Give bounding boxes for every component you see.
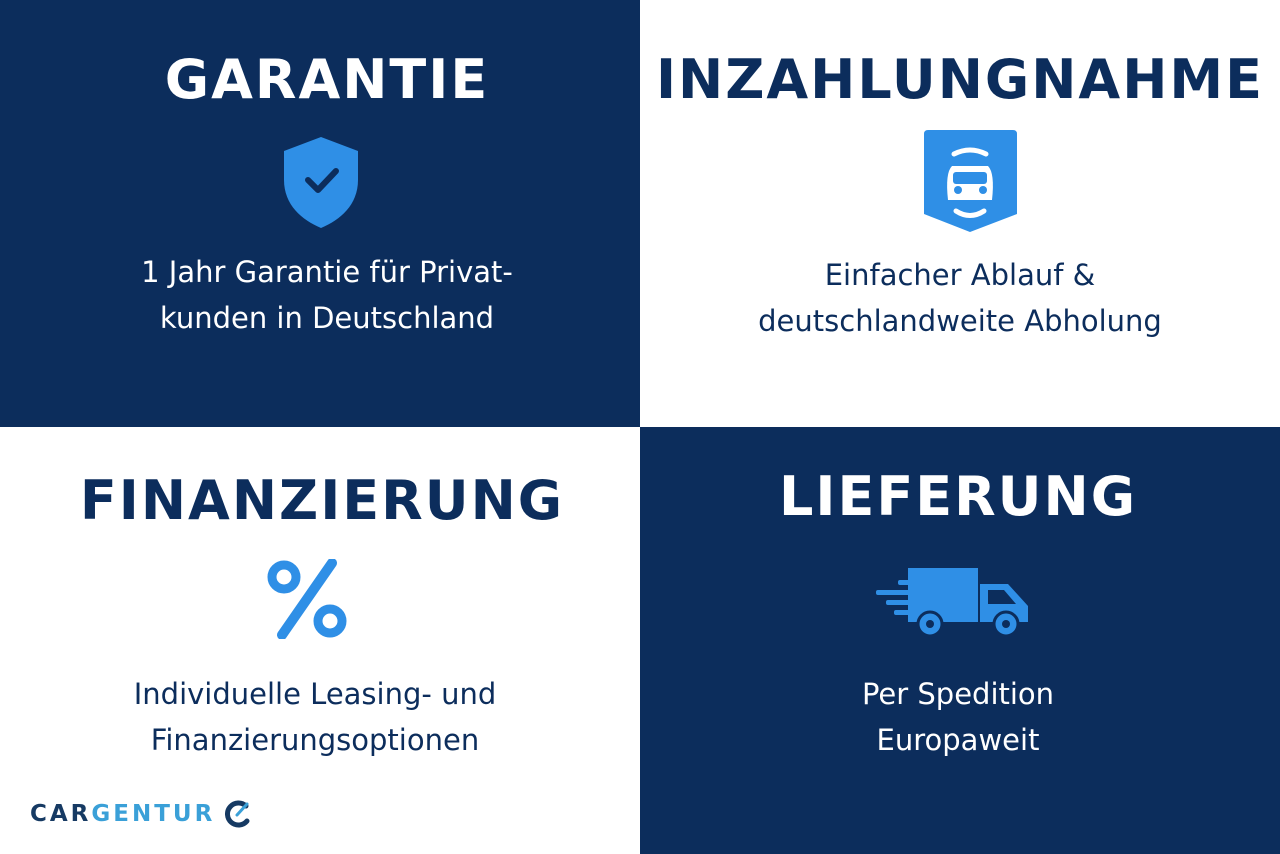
delivery-truck-icon bbox=[876, 568, 1028, 638]
description-line: deutschlandweite Abholung bbox=[758, 304, 1162, 338]
tile-garantie: GARANTIE 1 Jahr Garantie für Privat- kun… bbox=[0, 0, 640, 427]
description-line: 1 Jahr Garantie für Privat- bbox=[141, 255, 513, 289]
car-badge-icon bbox=[924, 130, 1017, 232]
percent-icon bbox=[267, 559, 347, 639]
logo-text-gentur: GENTUR bbox=[91, 801, 216, 827]
tile-title: INZAHLUNGNAHME bbox=[655, 48, 1265, 111]
cargentur-logo: CAR GENTUR bbox=[30, 800, 251, 828]
tile-description: Individuelle Leasing- und Finanzierungso… bbox=[0, 671, 630, 763]
tile-title: GARANTIE bbox=[164, 48, 490, 111]
description-line: Per Spedition bbox=[861, 677, 1055, 711]
description-line: Finanzierungsoptionen bbox=[150, 723, 480, 757]
tile-inzahlungnahme: INZAHLUNGNAHME Einfacher Ablauf & deutsc… bbox=[640, 0, 1280, 427]
tile-title: LIEFERUNG bbox=[778, 465, 1138, 528]
logo-c-icon bbox=[225, 800, 250, 828]
tile-finanzierung: FINANZIERUNG Individuelle Leasing- und F… bbox=[0, 427, 640, 854]
tile-description: Per Spedition Europaweit bbox=[640, 671, 1276, 763]
tile-lieferung: LIEFERUNG Per Spedition Europaweit bbox=[640, 427, 1280, 854]
logo-text-car: CAR bbox=[30, 801, 92, 827]
tile-title: FINANZIERUNG bbox=[79, 469, 565, 532]
description-line: Einfacher Ablauf & bbox=[824, 258, 1096, 292]
description-line: kunden in Deutschland bbox=[159, 301, 495, 335]
description-line: Individuelle Leasing- und bbox=[133, 677, 497, 711]
tile-description: Einfacher Ablauf & deutschlandweite Abho… bbox=[640, 252, 1280, 344]
tile-description: 1 Jahr Garantie für Privat- kunden in De… bbox=[0, 249, 654, 341]
description-line: Europaweit bbox=[876, 723, 1040, 757]
shield-check-icon bbox=[284, 137, 358, 228]
